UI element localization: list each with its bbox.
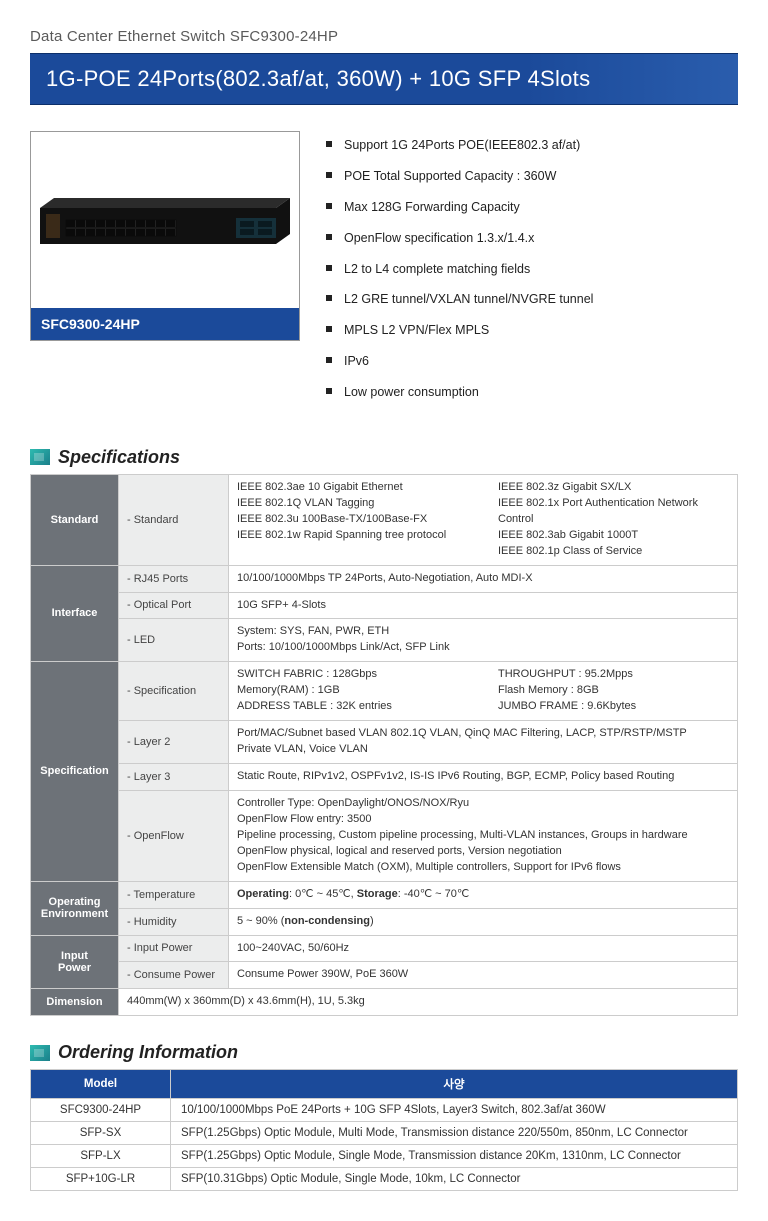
- product-card: SFC9300-24HP: [30, 131, 300, 341]
- spec-value: Static Route, RIPv1v2, OSPFv1v2, IS-IS I…: [229, 764, 738, 791]
- spec-subcategory: - Layer 3: [119, 764, 229, 791]
- feature-item: Support 1G 24Ports POE(IEEE802.3 af/at): [326, 137, 738, 154]
- order-desc: SFP(10.31Gbps) Optic Module, Single Mode…: [171, 1168, 738, 1191]
- spec-subcategory: - Humidity: [119, 908, 229, 935]
- spec-subcategory: - Input Power: [119, 935, 229, 962]
- table-row: SFC9300-24HP10/100/1000Mbps PoE 24Ports …: [31, 1099, 738, 1122]
- order-desc: SFP(1.25Gbps) Optic Module, Single Mode,…: [171, 1145, 738, 1168]
- table-row: - Consume PowerConsume Power 390W, PoE 3…: [31, 962, 738, 989]
- table-row: SFP-LXSFP(1.25Gbps) Optic Module, Single…: [31, 1145, 738, 1168]
- spec-subcategory: - LED: [119, 619, 229, 662]
- spec-category: Dimension: [31, 989, 119, 1016]
- order-model: SFP-SX: [31, 1122, 171, 1145]
- order-model: SFC9300-24HP: [31, 1099, 171, 1122]
- spec-category: Interface: [31, 565, 119, 662]
- feature-item: MPLS L2 VPN/Flex MPLS: [326, 322, 738, 339]
- spec-subcategory: - Layer 2: [119, 721, 229, 764]
- spec-value: Port/MAC/Subnet based VLAN 802.1Q VLAN, …: [229, 721, 738, 764]
- order-header: 사양: [171, 1070, 738, 1099]
- feature-item: Low power consumption: [326, 384, 738, 401]
- spec-subcategory: - Consume Power: [119, 962, 229, 989]
- table-row: - LEDSystem: SYS, FAN, PWR, ETHPorts: 10…: [31, 619, 738, 662]
- table-row: - Optical Port10G SFP+ 4-Slots: [31, 592, 738, 619]
- spec-value: Operating: 0℃ ~ 45℃, Storage: -40℃ ~ 70℃: [229, 881, 738, 908]
- spec-subcategory: - Specification: [119, 662, 229, 721]
- section-bullet-icon: [30, 449, 50, 465]
- table-row: Standard- StandardIEEE 802.3ae 10 Gigabi…: [31, 474, 738, 565]
- product-image: [35, 136, 295, 304]
- order-table: Model사양SFC9300-24HP10/100/1000Mbps PoE 2…: [30, 1069, 738, 1191]
- table-row: - Layer 2Port/MAC/Subnet based VLAN 802.…: [31, 721, 738, 764]
- order-model: SFP+10G-LR: [31, 1168, 171, 1191]
- order-header: Model: [31, 1070, 171, 1099]
- section-head-specs: Specifications: [30, 447, 738, 468]
- feature-item: OpenFlow specification 1.3.x/1.4.x: [326, 230, 738, 247]
- table-row: - Layer 3Static Route, RIPv1v2, OSPFv1v2…: [31, 764, 738, 791]
- spec-value: SWITCH FABRIC : 128GbpsMemory(RAM) : 1GB…: [229, 662, 738, 721]
- feature-list: Support 1G 24Ports POE(IEEE802.3 af/at) P…: [326, 131, 738, 415]
- spec-category: Standard: [31, 474, 119, 565]
- spec-value: Consume Power 390W, PoE 360W: [229, 962, 738, 989]
- spec-category: InputPower: [31, 935, 119, 989]
- table-row: Dimension440mm(W) x 360mm(D) x 43.6mm(H)…: [31, 989, 738, 1016]
- spec-category: Specification: [31, 662, 119, 881]
- spec-value: System: SYS, FAN, PWR, ETHPorts: 10/100/…: [229, 619, 738, 662]
- spec-subcategory: - RJ45 Ports: [119, 565, 229, 592]
- section-title-specs: Specifications: [58, 447, 180, 468]
- spec-value: 10/100/1000Mbps TP 24Ports, Auto-Negotia…: [229, 565, 738, 592]
- feature-item: L2 to L4 complete matching fields: [326, 261, 738, 278]
- feature-item: IPv6: [326, 353, 738, 370]
- table-row: InputPower- Input Power100~240VAC, 50/60…: [31, 935, 738, 962]
- table-row: Model사양: [31, 1070, 738, 1099]
- spec-subcategory: - Temperature: [119, 881, 229, 908]
- feature-item: POE Total Supported Capacity : 360W: [326, 168, 738, 185]
- spec-value: 100~240VAC, 50/60Hz: [229, 935, 738, 962]
- pretitle: Data Center Ethernet Switch SFC9300-24HP: [30, 28, 738, 45]
- order-model: SFP-LX: [31, 1145, 171, 1168]
- spec-value: 5 ~ 90% (non-condensing): [229, 908, 738, 935]
- table-row: SFP-SXSFP(1.25Gbps) Optic Module, Multi …: [31, 1122, 738, 1145]
- feature-item: Max 128G Forwarding Capacity: [326, 199, 738, 216]
- spec-value: IEEE 802.3ae 10 Gigabit EthernetIEEE 802…: [229, 474, 738, 565]
- table-row: SFP+10G-LRSFP(10.31Gbps) Optic Module, S…: [31, 1168, 738, 1191]
- spec-value: Controller Type: OpenDaylight/ONOS/NOX/R…: [229, 790, 738, 881]
- spec-subcategory: - Standard: [119, 474, 229, 565]
- page-title-band: 1G-POE 24Ports(802.3af/at, 360W) + 10G S…: [30, 53, 738, 105]
- spec-value: 10G SFP+ 4-Slots: [229, 592, 738, 619]
- section-head-order: Ordering Information: [30, 1042, 738, 1063]
- spec-subcategory: - Optical Port: [119, 592, 229, 619]
- spec-table: Standard- StandardIEEE 802.3ae 10 Gigabi…: [30, 474, 738, 1016]
- table-row: OperatingEnvironment- TemperatureOperati…: [31, 881, 738, 908]
- order-desc: SFP(1.25Gbps) Optic Module, Multi Mode, …: [171, 1122, 738, 1145]
- spec-category: OperatingEnvironment: [31, 881, 119, 935]
- model-label: SFC9300-24HP: [31, 308, 299, 340]
- table-row: Specification- SpecificationSWITCH FABRI…: [31, 662, 738, 721]
- order-desc: 10/100/1000Mbps PoE 24Ports + 10G SFP 4S…: [171, 1099, 738, 1122]
- table-row: - OpenFlowController Type: OpenDaylight/…: [31, 790, 738, 881]
- table-row: - Humidity5 ~ 90% (non-condensing): [31, 908, 738, 935]
- feature-item: L2 GRE tunnel/VXLAN tunnel/NVGRE tunnel: [326, 291, 738, 308]
- section-title-order: Ordering Information: [58, 1042, 238, 1063]
- table-row: Interface- RJ45 Ports10/100/1000Mbps TP …: [31, 565, 738, 592]
- spec-value: 440mm(W) x 360mm(D) x 43.6mm(H), 1U, 5.3…: [119, 989, 738, 1016]
- hero-row: SFC9300-24HP Support 1G 24Ports POE(IEEE…: [30, 131, 738, 415]
- spec-subcategory: - OpenFlow: [119, 790, 229, 881]
- section-bullet-icon: [30, 1045, 50, 1061]
